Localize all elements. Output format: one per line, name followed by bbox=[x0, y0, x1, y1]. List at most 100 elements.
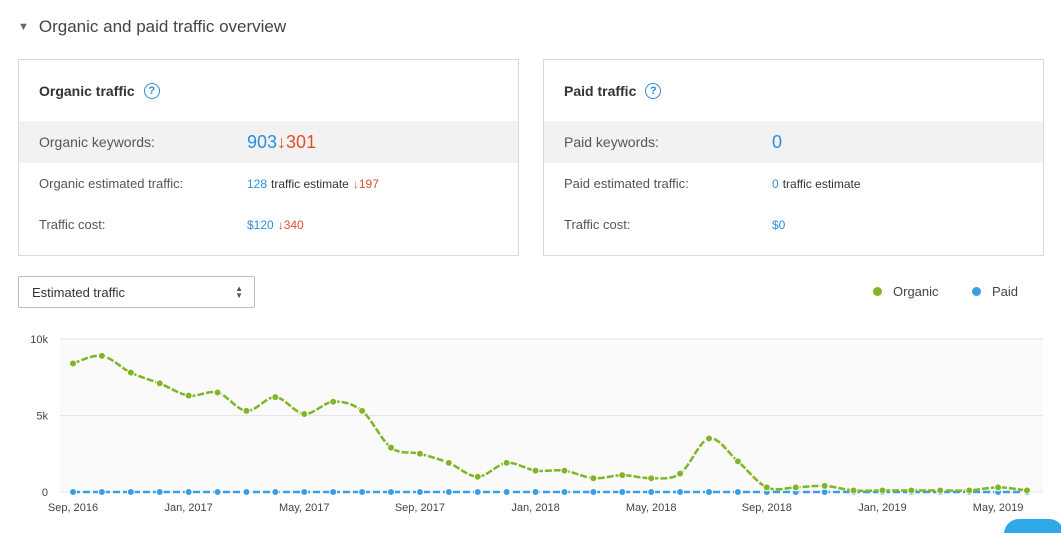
paid-cost-value[interactable]: $0 bbox=[772, 217, 786, 232]
paid-keywords-label: Paid keywords: bbox=[564, 134, 659, 150]
paid-data-point bbox=[155, 488, 164, 496]
paid-card-title: Paid traffic bbox=[564, 82, 637, 99]
x-tick-label: Jan, 2019 bbox=[858, 502, 906, 514]
organic-data-point bbox=[126, 368, 135, 377]
legend-organic[interactable]: Organic bbox=[873, 284, 939, 299]
organic-data-point bbox=[618, 471, 627, 480]
organic-card-title: Organic traffic bbox=[39, 82, 135, 99]
legend-paid-label: Paid bbox=[992, 284, 1019, 299]
organic-data-point bbox=[387, 443, 395, 452]
organic-cost-row: Traffic cost: $120 ↓ 340 bbox=[19, 204, 518, 245]
x-tick-label: May, 2017 bbox=[279, 502, 330, 514]
paid-dot-icon bbox=[972, 287, 981, 296]
metric-select-value: Estimated traffic bbox=[32, 284, 125, 300]
organic-data-point bbox=[560, 466, 569, 475]
organic-data-point bbox=[531, 466, 540, 475]
organic-keywords-label: Organic keywords: bbox=[39, 134, 155, 150]
paid-data-point bbox=[97, 488, 106, 496]
paid-data-point bbox=[618, 488, 627, 496]
help-icon[interactable]: ? bbox=[645, 82, 662, 99]
organic-data-point bbox=[965, 486, 974, 495]
organic-data-point bbox=[733, 457, 742, 466]
decrease-arrow-icon: ↓ bbox=[352, 176, 359, 191]
paid-data-point bbox=[473, 488, 482, 496]
organic-data-point bbox=[502, 458, 511, 467]
organic-traffic-change: 197 bbox=[358, 176, 379, 191]
decrease-arrow-icon: ↓ bbox=[277, 217, 284, 232]
paid-data-point bbox=[502, 488, 511, 496]
x-tick-label: May, 2019 bbox=[973, 502, 1024, 514]
paid-data-point bbox=[213, 488, 222, 496]
paid-data-point bbox=[242, 488, 251, 496]
paid-keywords-value[interactable]: 0 bbox=[772, 131, 783, 152]
organic-data-point bbox=[705, 434, 713, 443]
paid-data-point bbox=[733, 488, 742, 496]
y-tick-label: 0 bbox=[42, 487, 48, 499]
paid-traffic-value[interactable]: 0 bbox=[772, 176, 779, 191]
organic-traffic-value[interactable]: 128 bbox=[247, 176, 268, 191]
organic-data-point bbox=[589, 474, 598, 483]
organic-data-point bbox=[271, 393, 280, 402]
paid-data-point bbox=[358, 488, 367, 496]
legend-paid[interactable]: Paid bbox=[972, 284, 1018, 299]
x-tick-label: Sep, 2017 bbox=[395, 502, 445, 514]
paid-data-point bbox=[705, 488, 713, 496]
organic-data-point bbox=[358, 406, 367, 415]
organic-data-point bbox=[676, 469, 685, 478]
organic-data-point bbox=[155, 379, 164, 388]
organic-keywords-value[interactable]: 903 bbox=[247, 131, 278, 152]
help-icon[interactable]: ? bbox=[143, 82, 160, 99]
organic-data-point bbox=[762, 483, 771, 492]
organic-data-point bbox=[300, 409, 309, 418]
section-toggle[interactable]: ▼ Organic and paid traffic overview bbox=[18, 17, 286, 37]
chat-button[interactable] bbox=[1004, 519, 1061, 533]
organic-traffic-card: Organic traffic ? Organic keywords: 903 … bbox=[18, 59, 519, 256]
organic-data-point bbox=[1023, 486, 1031, 495]
x-tick-label: May, 2018 bbox=[626, 502, 677, 514]
organic-data-point bbox=[878, 486, 887, 495]
organic-traffic-unit: traffic estimate bbox=[271, 176, 349, 191]
paid-cost-label: Traffic cost: bbox=[564, 217, 631, 232]
organic-cost-change: 340 bbox=[283, 217, 304, 232]
organic-data-point bbox=[329, 397, 338, 406]
organic-traffic-label: Organic estimated traffic: bbox=[39, 176, 184, 191]
organic-data-point bbox=[849, 486, 858, 495]
paid-traffic-label: Paid estimated traffic: bbox=[564, 176, 689, 191]
paid-data-point bbox=[184, 488, 193, 496]
organic-cost-label: Traffic cost: bbox=[39, 217, 106, 232]
x-tick-label: Sep, 2018 bbox=[742, 502, 792, 514]
paid-traffic-card: Paid traffic ? Paid keywords: 0 Paid est… bbox=[543, 59, 1044, 256]
paid-data-point bbox=[589, 488, 598, 496]
paid-data-point bbox=[415, 488, 424, 496]
paid-data-point bbox=[444, 488, 453, 496]
metric-select[interactable]: Estimated traffic ▲ ▼ bbox=[18, 276, 255, 308]
organic-dot-icon bbox=[873, 287, 882, 296]
organic-data-point bbox=[184, 391, 193, 400]
y-tick-label: 5k bbox=[36, 411, 48, 423]
paid-data-point bbox=[69, 488, 77, 496]
organic-data-point bbox=[907, 486, 916, 495]
paid-data-point bbox=[531, 488, 540, 496]
x-tick-label: Sep, 2016 bbox=[48, 502, 98, 514]
organic-keywords-change: 301 bbox=[286, 131, 317, 152]
organic-data-point bbox=[791, 483, 800, 492]
caret-down-icon: ▼ bbox=[18, 20, 29, 33]
organic-data-point bbox=[936, 486, 945, 495]
paid-data-point bbox=[676, 488, 685, 496]
organic-data-point bbox=[473, 472, 482, 481]
organic-data-point bbox=[647, 474, 656, 483]
organic-data-point bbox=[415, 449, 424, 458]
x-tick-label: Jan, 2017 bbox=[164, 502, 212, 514]
organic-cost-value[interactable]: $120 bbox=[247, 217, 274, 232]
paid-data-point bbox=[126, 488, 135, 496]
x-tick-label: Jan, 2018 bbox=[511, 502, 559, 514]
select-arrows-icon: ▲ ▼ bbox=[235, 284, 243, 300]
decrease-arrow-icon: ↓ bbox=[277, 131, 287, 152]
organic-data-point bbox=[97, 351, 106, 360]
organic-data-point bbox=[242, 406, 251, 415]
paid-traffic-unit: traffic estimate bbox=[782, 176, 861, 191]
y-tick-label: 10k bbox=[30, 334, 48, 346]
paid-data-point bbox=[387, 488, 395, 496]
paid-data-point bbox=[560, 488, 569, 496]
